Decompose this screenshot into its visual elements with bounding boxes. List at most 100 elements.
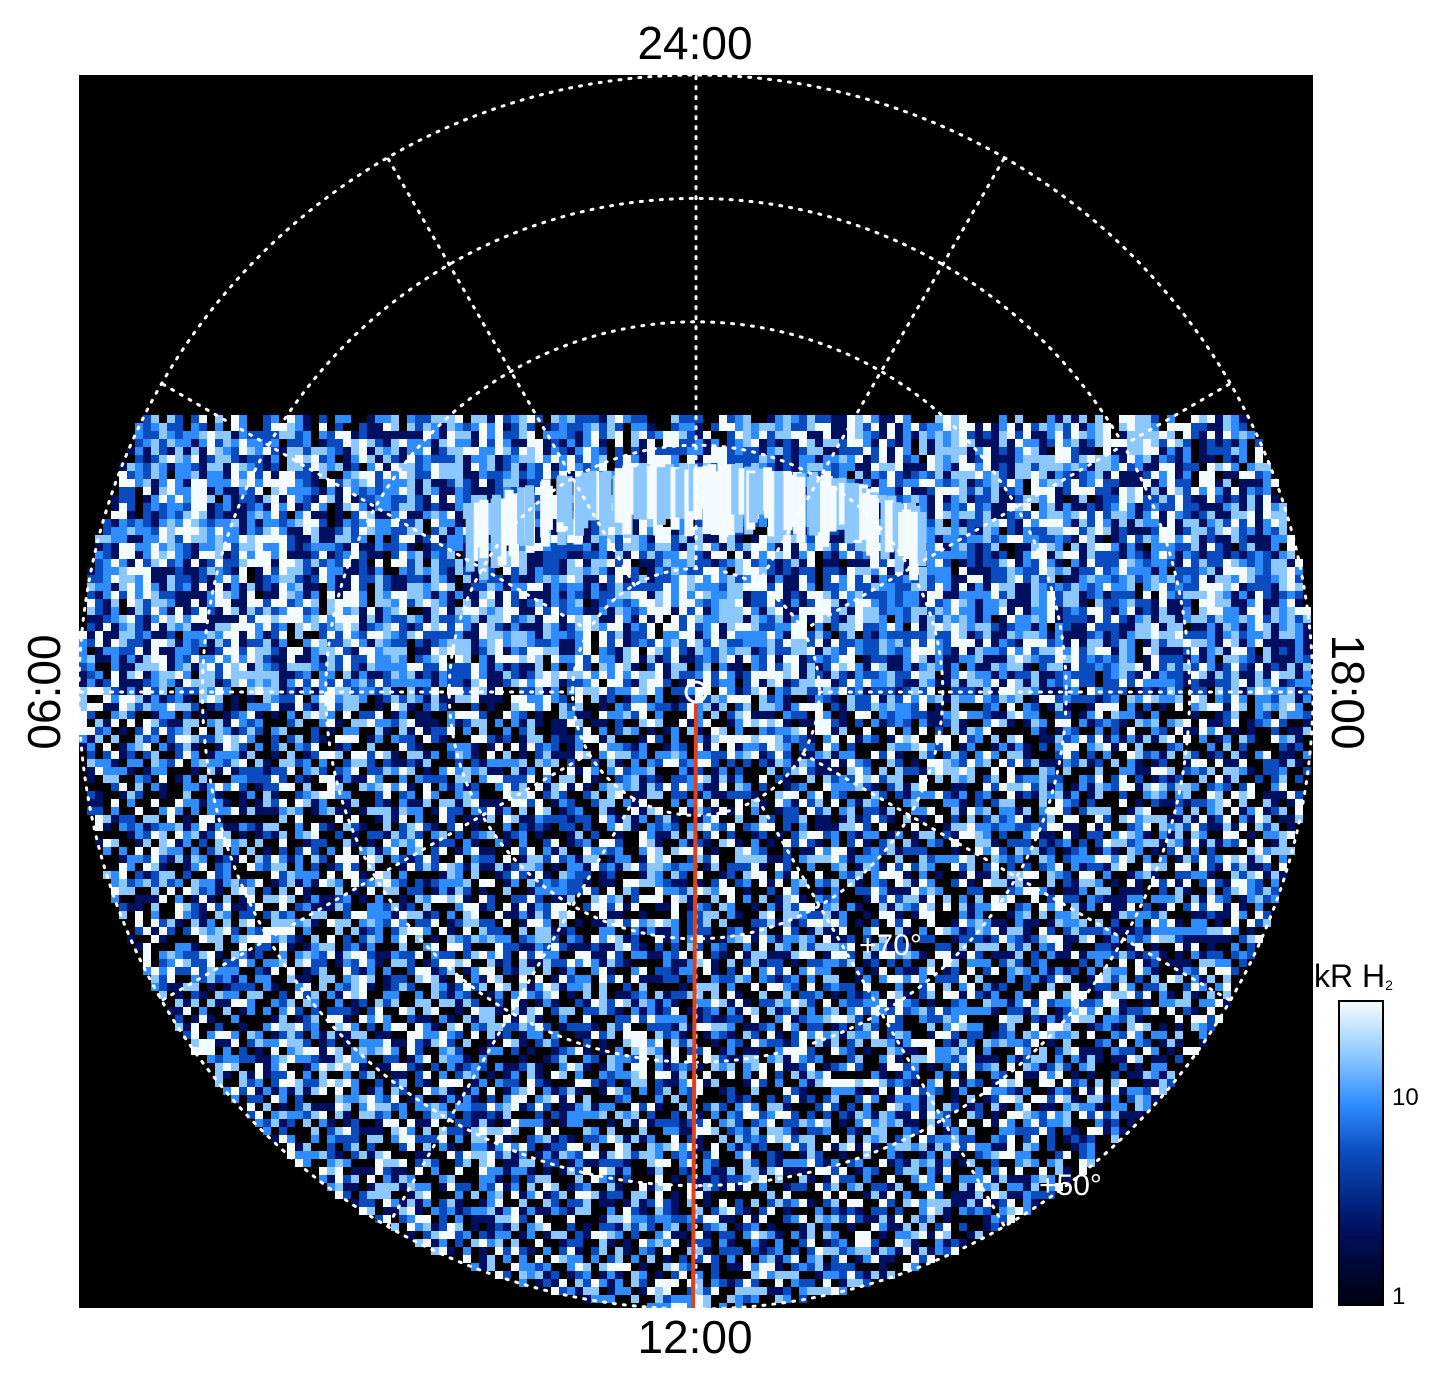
emission-pixel <box>855 447 863 455</box>
emission-pixel <box>391 631 399 639</box>
emission-pixel <box>655 775 663 783</box>
emission-pixel <box>1095 511 1103 527</box>
emission-pixel <box>503 439 511 447</box>
emission-pixel <box>631 671 639 711</box>
emission-pixel <box>119 631 127 655</box>
emission-pixel <box>1255 495 1263 527</box>
emission-pixel <box>735 719 743 727</box>
emission-pixel <box>751 719 759 727</box>
emission-pixel <box>615 431 623 455</box>
emission-pixel <box>711 647 719 663</box>
emission-pixel <box>343 679 351 687</box>
emission-pixel <box>1199 775 1207 783</box>
emission-pixel <box>703 623 711 631</box>
emission-pixel <box>951 759 959 767</box>
emission-pixel <box>127 463 135 471</box>
emission-pixel <box>1207 583 1215 615</box>
emission-pixel <box>887 711 895 719</box>
emission-pixel <box>487 695 495 703</box>
emission-pixel <box>527 647 535 671</box>
emission-pixel <box>327 527 335 543</box>
emission-pixel <box>975 423 983 439</box>
emission-pixel <box>471 767 479 775</box>
emission-pixel <box>79 743 87 751</box>
emission-pixel <box>247 487 255 527</box>
emission-pixel <box>1303 727 1311 735</box>
emission-pixel <box>799 735 807 743</box>
emission-pixel <box>1087 751 1095 759</box>
emission-pixel <box>303 783 311 791</box>
emission-pixel <box>807 759 815 767</box>
emission-pixel <box>1207 751 1215 759</box>
emission-pixel <box>599 735 607 743</box>
emission-pixel <box>1087 471 1095 495</box>
emission-pixel <box>191 543 199 559</box>
emission-pixel <box>1295 711 1303 719</box>
emission-pixel <box>671 759 679 767</box>
emission-pixel <box>1287 711 1295 719</box>
emission-pixel <box>1127 767 1135 775</box>
emission-pixel <box>1127 663 1135 671</box>
emission-pixel <box>1055 775 1063 783</box>
emission-pixel <box>151 567 159 575</box>
emission-pixel <box>239 727 247 735</box>
emission-pixel <box>575 687 583 695</box>
emission-pixel <box>207 703 215 711</box>
emission-pixel <box>127 695 135 703</box>
emission-pixel <box>719 735 727 743</box>
emission-pixel <box>1063 711 1071 719</box>
emission-pixel <box>335 743 343 751</box>
emission-pixel <box>463 455 471 479</box>
emission-pixel <box>1231 687 1239 695</box>
emission-pixel <box>255 639 263 647</box>
emission-pixel <box>1015 615 1023 639</box>
emission-pixel <box>215 527 223 535</box>
emission-pixel <box>127 679 135 687</box>
emission-pixel <box>647 767 655 775</box>
emission-pixel <box>231 527 239 543</box>
emission-pixel <box>327 567 335 599</box>
emission-pixel <box>239 615 247 623</box>
emission-pixel <box>807 591 815 599</box>
emission-pixel <box>759 735 767 743</box>
emission-pixel <box>567 559 575 575</box>
emission-pixel <box>383 455 391 463</box>
emission-pixel <box>255 719 263 727</box>
emission-pixel <box>287 711 295 719</box>
emission-pixel <box>287 455 295 463</box>
emission-pixel <box>263 775 271 783</box>
emission-pixel <box>639 743 647 751</box>
emission-pixel <box>967 767 975 775</box>
emission-pixel <box>1031 775 1039 783</box>
emission-pixel <box>943 447 951 455</box>
emission-pixel <box>207 783 215 791</box>
emission-pixel <box>455 751 463 759</box>
emission-pixel <box>1263 663 1271 671</box>
emission-pixel <box>471 599 479 607</box>
emission-pixel <box>775 583 783 607</box>
emission-pixel <box>1255 751 1263 759</box>
emission-pixel <box>719 671 727 679</box>
emission-pixel <box>991 695 999 703</box>
emission-pixel <box>935 711 943 719</box>
emission-pixel <box>391 687 399 695</box>
emission-pixel <box>663 703 671 711</box>
emission-pixel <box>79 703 87 711</box>
emission-pixel <box>967 519 975 535</box>
emission-pixel <box>247 439 255 447</box>
emission-pixel <box>775 759 783 767</box>
emission-pixel <box>175 743 183 751</box>
emission-pixel <box>1263 575 1271 599</box>
emission-pixel <box>359 783 367 791</box>
emission-pixel <box>159 471 167 487</box>
emission-pixel <box>1207 455 1215 463</box>
emission-pixel <box>191 719 199 727</box>
emission-pixel <box>631 615 639 623</box>
emission-pixel <box>263 671 271 679</box>
emission-pixel <box>991 647 999 655</box>
emission-pixel <box>535 759 543 767</box>
emission-pixel <box>1079 759 1087 767</box>
emission-pixel <box>847 543 855 551</box>
emission-pixel <box>1007 735 1015 743</box>
emission-pixel <box>735 599 743 607</box>
